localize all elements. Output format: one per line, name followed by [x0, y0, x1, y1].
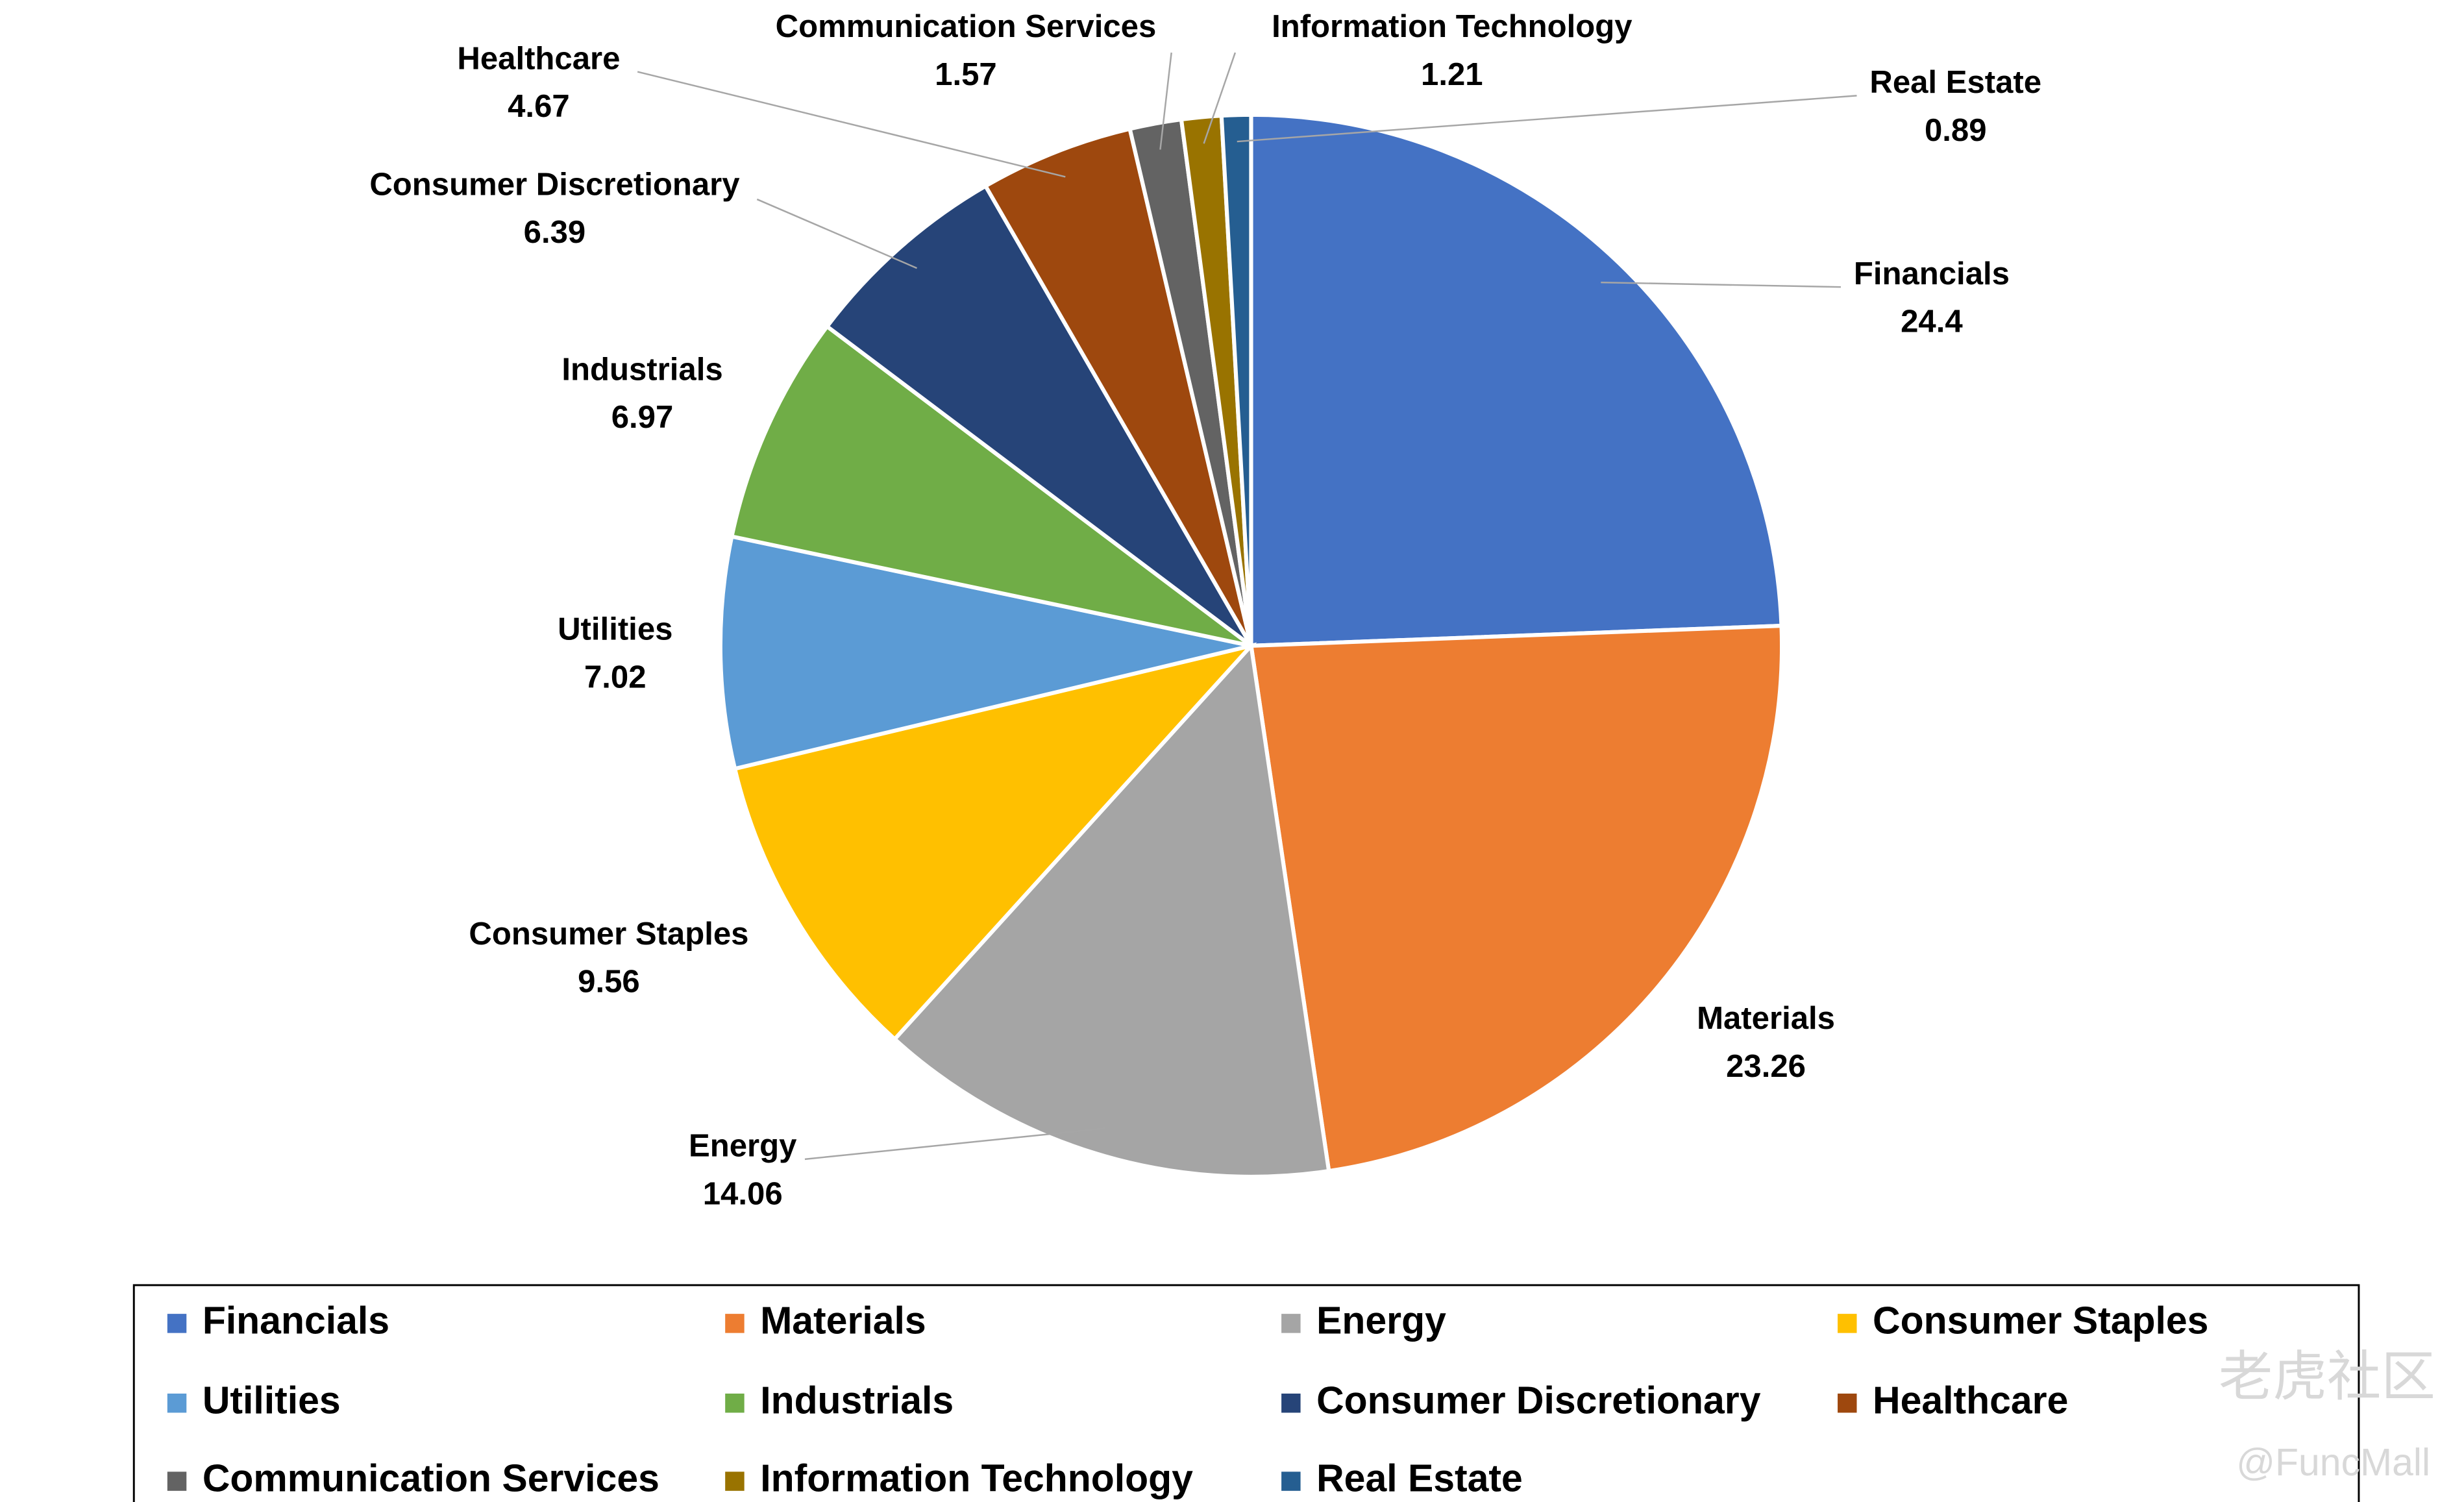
legend-label: Energy	[1316, 1299, 1446, 1342]
pie-slice	[732, 642, 1257, 1042]
legend-label: Consumer Discretionary	[1316, 1379, 1761, 1422]
data-label-value: 7.02	[584, 659, 647, 695]
pie-slice	[1219, 112, 1253, 646]
data-label-name: Materials	[1697, 1001, 1835, 1036]
leader-line	[1601, 281, 1841, 288]
legend-swatch	[1281, 1471, 1301, 1491]
data-label-name: Communication Services	[776, 9, 1157, 44]
data-label-name: Utilities	[558, 612, 672, 647]
data-label-value: 23.26	[1726, 1049, 1806, 1084]
data-label-name: Healthcare	[457, 41, 620, 76]
legend-label: Information Technology	[760, 1458, 1193, 1500]
data-label-name: Real Estate	[1869, 65, 2041, 100]
data-label-value: 1.21	[1421, 57, 1483, 92]
data-label-value: 1.57	[935, 57, 997, 92]
pie-slice	[983, 126, 1253, 647]
legend-label: Healthcare	[1873, 1379, 2068, 1422]
legend-swatch	[1281, 1393, 1301, 1413]
legend-label: Communication Services	[203, 1458, 659, 1500]
data-label-value: 9.56	[578, 965, 640, 1000]
legend-label: Materials	[760, 1299, 926, 1342]
data-label-value: 6.97	[611, 400, 674, 435]
data-label-name: Financials	[1854, 256, 2010, 291]
leader-line	[1237, 95, 1857, 143]
pie-slice	[824, 183, 1253, 648]
legend-box	[132, 1284, 2360, 1502]
leader-line	[637, 71, 1066, 178]
data-label-value: 24.4	[1901, 304, 1963, 339]
watermark: 老虎社区	[2219, 1346, 2435, 1407]
data-label-name: Industrials	[561, 352, 722, 387]
leader-line	[1203, 52, 1237, 144]
legend-swatch	[167, 1314, 187, 1333]
watermark: @FuncMall	[2236, 1442, 2430, 1484]
legend-label: Utilities	[203, 1379, 341, 1422]
data-label-name: Consumer Staples	[469, 917, 748, 952]
legend-swatch	[1838, 1393, 1857, 1413]
leader-line	[756, 198, 917, 269]
legend-label: Consumer Staples	[1873, 1299, 2208, 1342]
pie-slice	[729, 323, 1253, 648]
data-label-value: 4.67	[508, 89, 570, 124]
data-label-name: Consumer Discretionary	[369, 167, 740, 202]
legend-label: Industrials	[760, 1379, 954, 1422]
leader-line	[1159, 52, 1172, 150]
pie-slice	[1249, 112, 1784, 648]
legend-swatch	[1281, 1314, 1301, 1333]
legend-label: Real Estate	[1316, 1458, 1523, 1500]
data-label-value: 14.06	[703, 1176, 783, 1211]
leader-line	[804, 1127, 1105, 1161]
pie-slice	[1248, 623, 1784, 1174]
data-label-value: 6.39	[524, 215, 586, 250]
pie-slice	[718, 534, 1252, 772]
data-label-name: Energy	[689, 1129, 797, 1164]
legend-swatch	[725, 1471, 745, 1491]
pie-slice	[891, 641, 1331, 1179]
data-label-name: Information Technology	[1272, 9, 1632, 44]
legend-swatch	[725, 1393, 745, 1413]
data-label-value: 0.89	[1925, 113, 1987, 148]
legend-swatch	[167, 1393, 187, 1413]
legend-label: Financials	[203, 1299, 389, 1342]
legend-swatch	[1838, 1314, 1857, 1333]
legend-swatch	[167, 1471, 187, 1491]
legend-swatch	[725, 1314, 745, 1333]
